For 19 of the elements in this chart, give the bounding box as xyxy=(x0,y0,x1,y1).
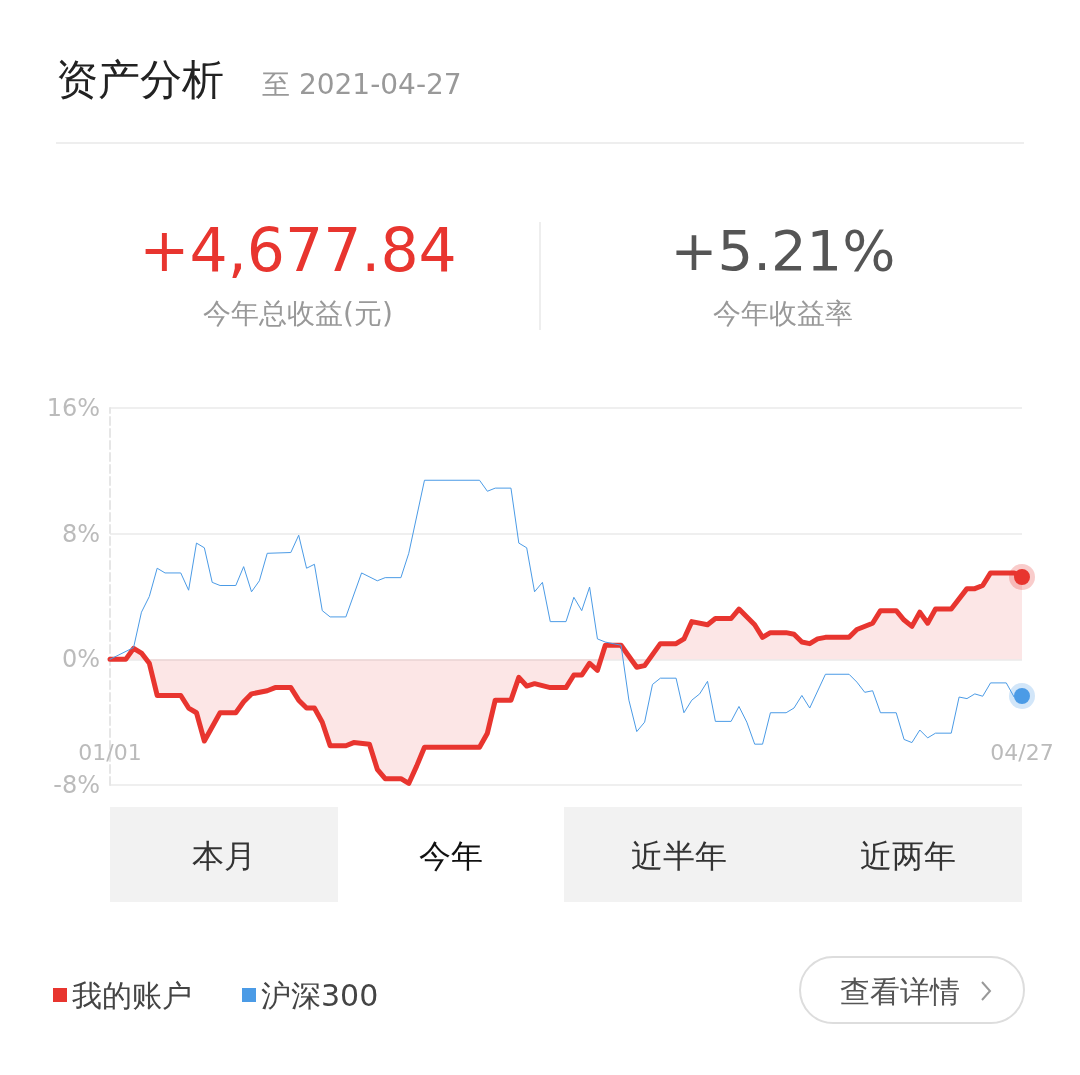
text: 查看详情 xyxy=(840,973,960,1009)
text: 今年收益率 xyxy=(713,296,853,330)
text: 近两年 xyxy=(860,837,956,875)
text: 近半年 xyxy=(631,837,727,875)
chart-title: 资产分析 xyxy=(56,54,224,104)
text: +4,677.84 xyxy=(139,215,457,285)
y-tick-label: -8% xyxy=(53,771,100,799)
legend-label: 我的账户 xyxy=(72,977,192,1013)
x-tick-label: 04/27 xyxy=(990,739,1054,765)
y-tick-label: 0% xyxy=(61,645,100,674)
y-tick-label: 16% xyxy=(46,394,100,422)
y-tick-label: 8% xyxy=(61,519,100,548)
text: 本月 xyxy=(192,837,256,875)
x-tick-label: 01/01 xyxy=(78,739,142,765)
chart-subtitle: 至 2021-04-27 xyxy=(262,67,462,101)
text: 今年总收益(元) xyxy=(203,296,393,330)
legend-label: 沪深300 xyxy=(261,977,379,1013)
text: +5.21% xyxy=(670,217,896,283)
text: 今年 xyxy=(419,837,483,875)
